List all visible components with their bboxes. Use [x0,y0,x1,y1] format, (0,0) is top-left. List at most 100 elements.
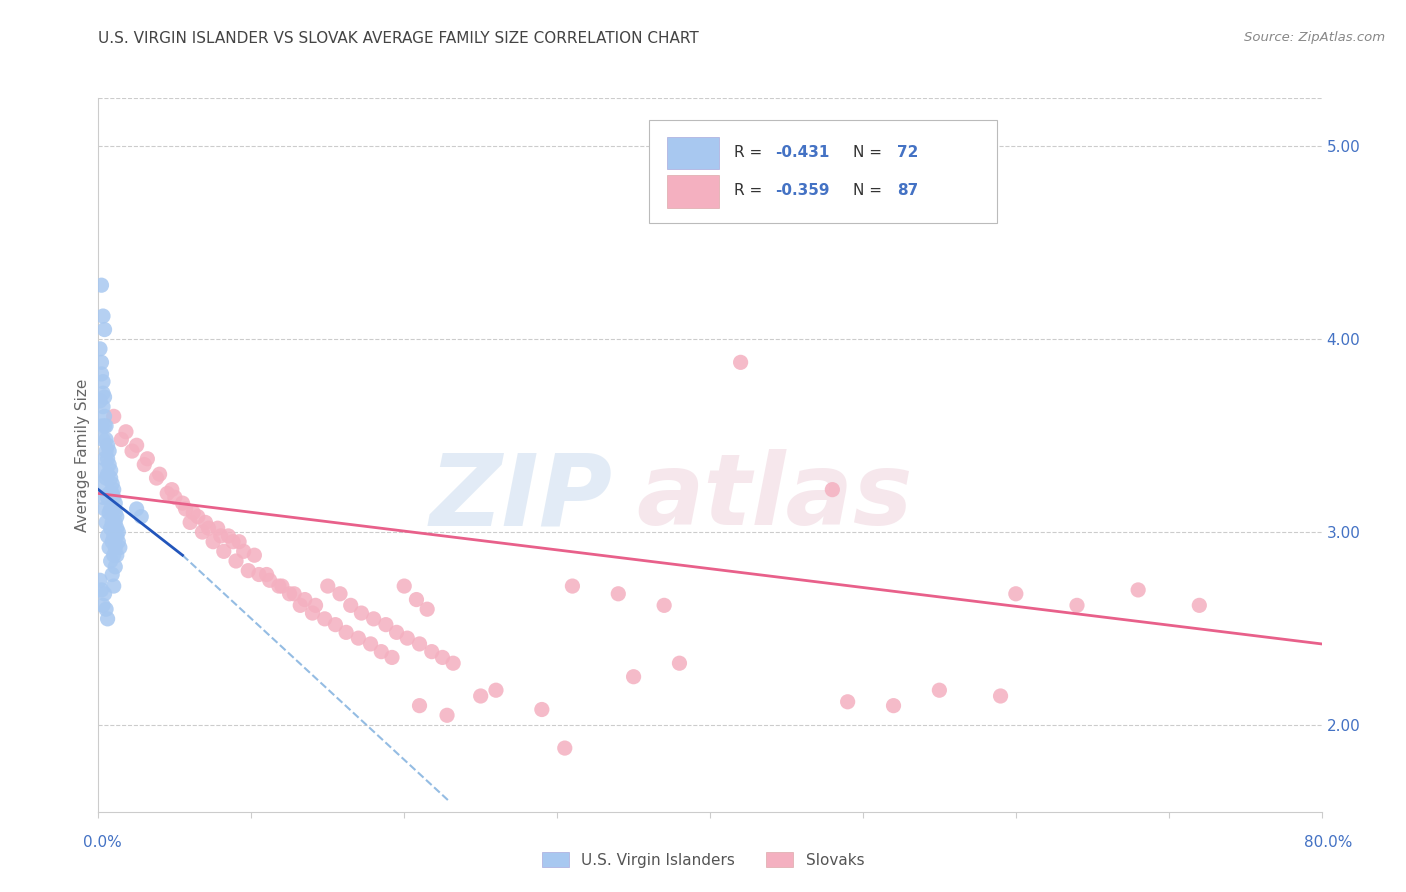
Point [607,587,630,601]
FancyBboxPatch shape [668,175,718,208]
Point [821,483,844,497]
Point [89,393,111,408]
Point [103,579,125,593]
Point [100,521,122,535]
Point [103,409,125,424]
Point [392,579,416,593]
Point [105,509,128,524]
Point [105,521,128,535]
Point [93,451,115,466]
Point [94,433,117,447]
Point [202,534,225,549]
Point [129,509,152,524]
Point [97,438,120,452]
Point [94,471,117,485]
Text: U.S. VIRGIN ISLANDER VS SLOVAK AVERAGE FAMILY SIZE CORRELATION CHART: U.S. VIRGIN ISLANDER VS SLOVAK AVERAGE F… [98,31,699,46]
Point [405,592,427,607]
Point [325,617,347,632]
Point [90,355,112,369]
Point [370,645,392,659]
Point [363,612,385,626]
Text: R =: R = [734,145,762,160]
Point [179,516,201,530]
Point [385,625,408,640]
Point [105,548,128,562]
Point [350,606,373,620]
Point [108,541,131,555]
Point [1128,582,1150,597]
Point [103,491,125,505]
Point [90,367,112,381]
Point [115,425,138,439]
Point [470,689,492,703]
Point [441,657,464,671]
Point [93,587,115,601]
Point [217,529,239,543]
Point [530,702,553,716]
Point [408,637,430,651]
Point [396,631,419,645]
Point [105,529,128,543]
Point [103,529,125,543]
Point [432,650,454,665]
Point [174,502,197,516]
Point [90,419,112,434]
Point [668,657,690,671]
Point [267,579,290,593]
Point [91,309,114,323]
Point [104,496,127,510]
Point [97,529,120,543]
Point [101,567,124,582]
Point [212,544,235,558]
Point [408,698,430,713]
Legend: U.S. Virgin Islanders, Slovaks: U.S. Virgin Islanders, Slovaks [534,844,872,875]
Point [247,567,270,582]
Point [89,463,111,477]
Point [283,587,305,601]
Point [232,544,254,558]
Point [301,606,323,620]
Point [98,486,121,500]
Point [270,579,292,593]
Point [110,433,132,447]
Point [93,419,115,434]
Y-axis label: Average Family Size: Average Family Size [75,378,90,532]
Text: ZIP: ZIP [429,450,612,546]
Text: -0.359: -0.359 [775,184,830,198]
Point [103,502,125,516]
Point [98,541,121,555]
Point [89,342,111,356]
Point [94,444,117,458]
Point [207,521,229,535]
Point [554,741,576,756]
Point [91,491,114,505]
Point [416,602,439,616]
Point [94,419,117,434]
Text: 87: 87 [897,184,918,198]
FancyBboxPatch shape [650,120,997,223]
Text: N =: N = [853,184,882,198]
Point [294,592,316,607]
Point [101,476,124,491]
Point [420,645,443,659]
Point [104,559,127,574]
Point [90,278,112,293]
Text: N =: N = [853,145,882,160]
Point [121,444,143,458]
Point [134,458,156,472]
Point [149,467,172,482]
Point [91,375,114,389]
Point [89,574,111,588]
Point [652,599,675,613]
Point [101,486,124,500]
Text: 0.0%: 0.0% [83,836,122,850]
Point [928,683,950,698]
Point [100,502,122,516]
Point [243,548,266,562]
Point [136,451,159,466]
Point [98,458,121,472]
Point [94,516,117,530]
Point [163,491,186,505]
Point [314,612,336,626]
Point [561,579,583,593]
